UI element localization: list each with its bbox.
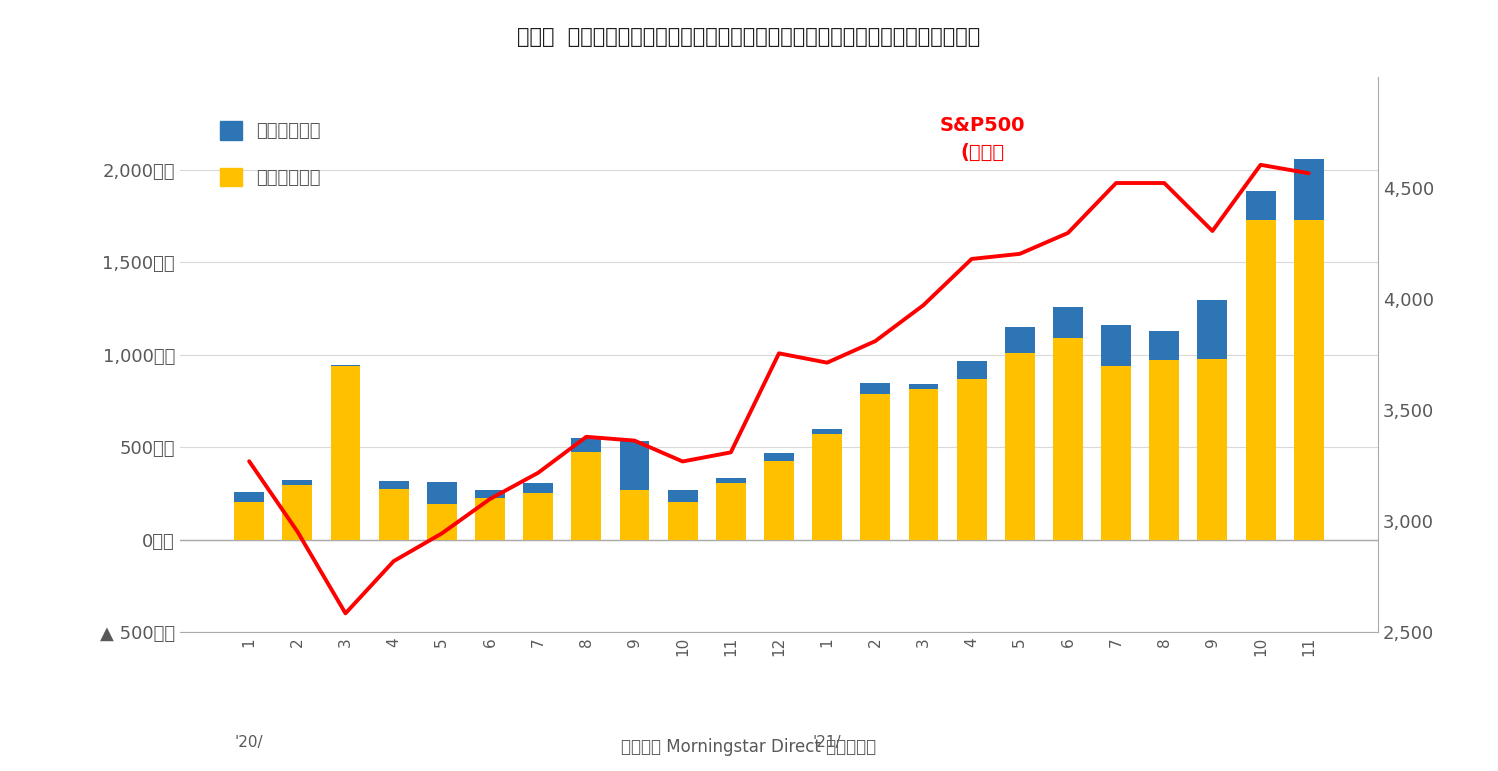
Bar bbox=[1101, 365, 1131, 540]
Bar bbox=[716, 478, 746, 483]
Bar bbox=[860, 393, 890, 540]
Bar bbox=[1149, 331, 1179, 360]
Text: 図表２  米国株式のインデックス・ファンドとレバレッジ型ファンドの資金流出入: 図表２ 米国株式のインデックス・ファンドとレバレッジ型ファンドの資金流出入 bbox=[517, 27, 981, 47]
Bar bbox=[1294, 159, 1324, 220]
Bar bbox=[1053, 338, 1083, 540]
Bar bbox=[716, 483, 746, 540]
Bar bbox=[1101, 325, 1131, 365]
Bar bbox=[908, 389, 938, 540]
Bar bbox=[1246, 220, 1275, 540]
Bar bbox=[234, 492, 264, 502]
Bar bbox=[620, 490, 650, 540]
Bar bbox=[668, 490, 698, 502]
Bar bbox=[1005, 327, 1035, 353]
Bar bbox=[283, 485, 312, 540]
Text: （資料） Morningstar Direct より作成。: （資料） Morningstar Direct より作成。 bbox=[622, 738, 876, 756]
Bar bbox=[523, 493, 553, 540]
Bar bbox=[1246, 191, 1275, 220]
Bar bbox=[764, 461, 794, 540]
Bar bbox=[957, 361, 987, 379]
Bar bbox=[379, 489, 409, 540]
Text: '20/: '20/ bbox=[235, 735, 264, 750]
Legend: レバレッジ型, インデックス: レバレッジ型, インデックス bbox=[213, 114, 328, 194]
Bar bbox=[668, 502, 698, 540]
Bar bbox=[1294, 220, 1324, 540]
Bar bbox=[1197, 300, 1227, 359]
Bar bbox=[812, 429, 842, 434]
Bar bbox=[620, 441, 650, 490]
Bar bbox=[379, 481, 409, 489]
Bar bbox=[571, 438, 601, 452]
Bar bbox=[427, 483, 457, 503]
Bar bbox=[475, 498, 505, 540]
Bar bbox=[1053, 307, 1083, 338]
Bar bbox=[571, 452, 601, 540]
Bar bbox=[1005, 353, 1035, 540]
Bar bbox=[523, 483, 553, 493]
Bar bbox=[1149, 360, 1179, 540]
Bar bbox=[234, 502, 264, 540]
Bar bbox=[908, 384, 938, 389]
Bar bbox=[283, 480, 312, 485]
Bar bbox=[427, 503, 457, 540]
Bar bbox=[331, 365, 361, 540]
Bar bbox=[1197, 359, 1227, 540]
Bar bbox=[764, 453, 794, 461]
Text: '21/: '21/ bbox=[813, 735, 842, 750]
Bar bbox=[957, 379, 987, 540]
Text: S&P500
(右軸）: S&P500 (右軸） bbox=[939, 116, 1026, 161]
Bar bbox=[475, 490, 505, 498]
Bar bbox=[812, 434, 842, 540]
Bar bbox=[860, 383, 890, 393]
